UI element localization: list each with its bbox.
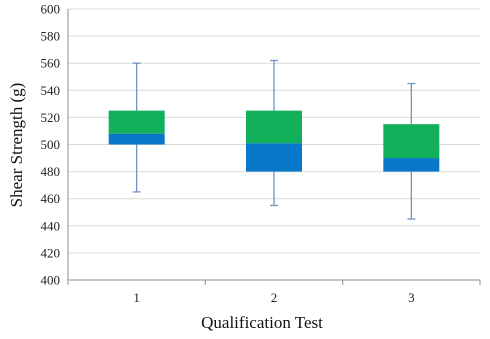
y-tick-label: 480 — [41, 164, 61, 179]
box-2 — [246, 59, 302, 207]
y-tick-label: 460 — [41, 191, 61, 206]
box-series — [108, 59, 440, 220]
y-tick-label: 420 — [41, 245, 61, 260]
y-axis-ticks: 400 420 440 460 480 500 520 540 560 580 600 — [41, 2, 61, 288]
y-tick-label: 520 — [41, 110, 61, 125]
y-tick-label: 540 — [41, 83, 61, 98]
x-tick-label: 1 — [133, 290, 140, 305]
lower-box-segment — [383, 158, 440, 172]
box-3 — [383, 82, 440, 220]
upper-box-segment — [246, 110, 302, 144]
x-axis-ticks: 1 2 3 — [133, 290, 414, 305]
x-tick-label: 2 — [271, 290, 278, 305]
upper-box-segment — [383, 124, 440, 159]
x-axis-title: Qualification Test — [201, 313, 323, 332]
y-tick-label: 600 — [41, 2, 61, 17]
x-tick-label: 3 — [408, 290, 415, 305]
lower-box-segment — [246, 143, 302, 172]
y-tick-label: 500 — [41, 137, 61, 152]
y-tick-label: 580 — [41, 29, 61, 44]
y-tick-label: 560 — [41, 56, 61, 71]
y-tick-label: 440 — [41, 218, 61, 233]
box-1 — [108, 62, 165, 193]
y-axis-title: Shear Strength (g) — [7, 83, 26, 208]
lower-box-segment — [108, 133, 165, 145]
axes — [67, 9, 481, 285]
upper-box-segment — [108, 110, 165, 134]
y-tick-label: 400 — [41, 273, 61, 288]
